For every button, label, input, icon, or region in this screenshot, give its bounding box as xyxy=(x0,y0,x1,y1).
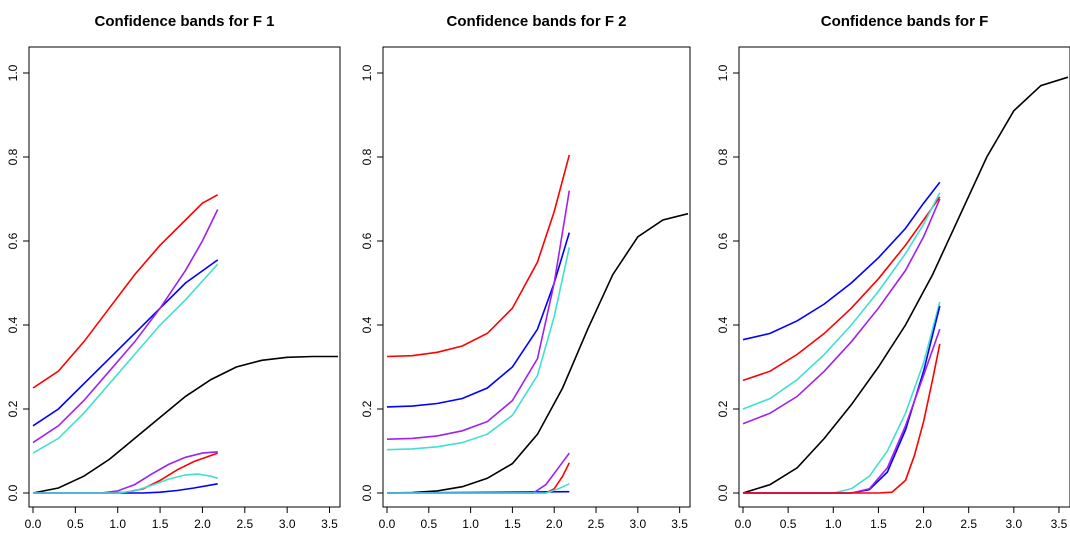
x-tick-label: 0.5 xyxy=(67,517,84,531)
y-tick-label: 1.0 xyxy=(6,64,20,81)
series-line xyxy=(386,212,689,494)
x-tick-label: 3.0 xyxy=(1005,517,1022,531)
x-tick-label: 2.5 xyxy=(236,517,253,531)
series-line xyxy=(33,473,218,494)
series-line xyxy=(32,194,219,389)
series-line xyxy=(387,462,571,494)
series-line xyxy=(387,452,570,494)
x-tick-label: 1.0 xyxy=(462,517,479,531)
y-tick-label: 0.0 xyxy=(360,484,374,501)
x-tick-label: 1.5 xyxy=(504,517,521,531)
y-tick-label: 0.6 xyxy=(360,232,374,249)
x-tick-label: 0.0 xyxy=(735,517,752,531)
y-tick-label: 0.4 xyxy=(6,316,20,333)
series-line xyxy=(742,198,941,425)
y-tick-label: 0.0 xyxy=(716,484,730,501)
x-tick-label: 2.5 xyxy=(960,517,977,531)
x-tick-label: 1.5 xyxy=(152,517,169,531)
series-line xyxy=(387,483,570,494)
y-tick-label: 0.8 xyxy=(360,148,374,165)
y-tick-label: 0.6 xyxy=(716,232,730,249)
series-line xyxy=(32,259,219,427)
series-line xyxy=(32,355,338,494)
series-line xyxy=(742,76,1069,494)
chart-panel-1: Confidence bands for F 1 0.0 0.5 1.0 1.5 2.0 2… xyxy=(6,13,341,531)
x-tick-label: 0.5 xyxy=(780,517,797,531)
x-tick-label: 1.0 xyxy=(109,517,126,531)
x-tick-label: 2.0 xyxy=(546,517,563,531)
y-tick-label: 0.8 xyxy=(716,148,730,165)
chart-panel-2: Confidence bands for F 2 0.0 0.5 1.0 1.5 2.0 2… xyxy=(360,13,691,531)
x-tick-label: 2.0 xyxy=(915,517,932,531)
x-tick-label: 3.0 xyxy=(279,517,296,531)
x-tick-label: 2.5 xyxy=(588,517,605,531)
y-tick-label: 0.0 xyxy=(6,484,20,501)
x-tick-label: 1.5 xyxy=(870,517,887,531)
y-tick-label: 1.0 xyxy=(716,64,730,81)
x-tick-label: 3.5 xyxy=(671,517,688,531)
series-line xyxy=(32,209,219,444)
y-tick-label: 0.2 xyxy=(716,400,730,417)
x-tick-label: 0.5 xyxy=(420,517,437,531)
x-tick-label: 3.5 xyxy=(1051,517,1068,531)
y-tick-label: 1.0 xyxy=(360,64,374,81)
x-tick-label: 2.0 xyxy=(194,517,211,531)
chart-panel-3: Confidence bands for F 0.0 0.5 1.0 1.5 2.0 2.5… xyxy=(716,13,1070,531)
series-line xyxy=(742,196,941,382)
x-tick-label: 1.0 xyxy=(825,517,842,531)
y-tick-label: 0.6 xyxy=(6,232,20,249)
series-line xyxy=(386,232,571,408)
plot-frame xyxy=(738,46,1070,508)
x-tick-label: 0.0 xyxy=(25,517,42,531)
y-tick-label: 0.8 xyxy=(6,148,20,165)
series-line xyxy=(386,247,571,451)
plot-frame xyxy=(28,46,341,508)
y-tick-label: 0.2 xyxy=(6,400,20,417)
x-tick-label: 3.5 xyxy=(321,517,338,531)
chart-title: Confidence bands for F xyxy=(821,13,989,30)
series-line xyxy=(743,343,941,494)
series-line xyxy=(33,483,218,494)
chart-title: Confidence bands for F 1 xyxy=(94,13,274,30)
chart-title: Confidence bands for F 2 xyxy=(446,13,626,30)
series-line xyxy=(742,192,941,410)
series-line xyxy=(386,154,571,358)
series-line xyxy=(386,190,571,440)
y-tick-label: 0.2 xyxy=(360,400,374,417)
y-tick-label: 0.4 xyxy=(716,316,730,333)
series-line xyxy=(742,181,941,341)
x-tick-label: 3.0 xyxy=(629,517,646,531)
x-tick-label: 0.0 xyxy=(379,517,396,531)
series-line xyxy=(32,263,219,454)
y-tick-label: 0.4 xyxy=(360,316,374,333)
plot-frame xyxy=(382,46,691,508)
